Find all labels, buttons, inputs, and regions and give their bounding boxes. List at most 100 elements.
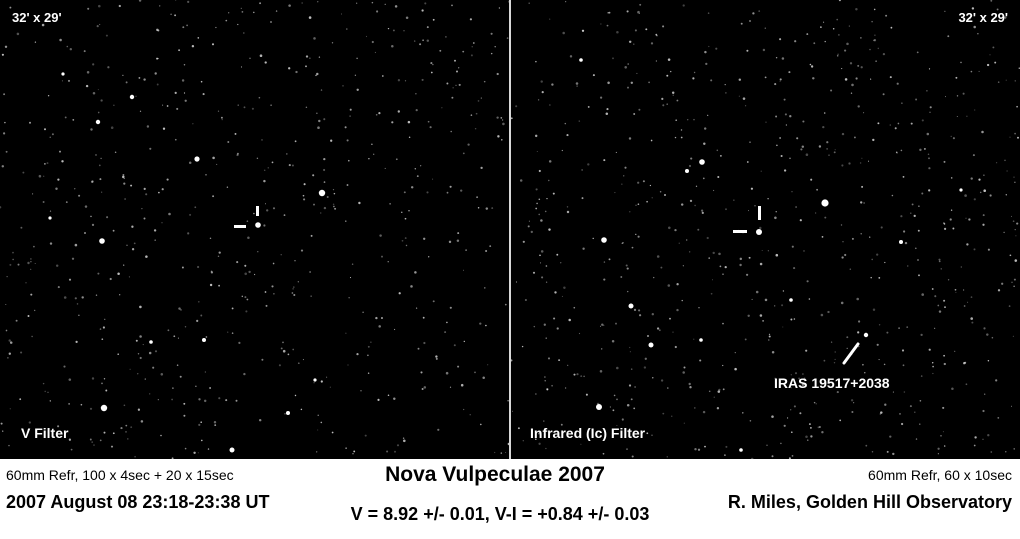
faint-star	[78, 194, 81, 197]
faint-star	[938, 260, 941, 263]
faint-star	[578, 120, 581, 122]
faint-star	[581, 197, 584, 200]
faint-star	[305, 55, 309, 58]
filter-label-right: Infrared (Ic) Filter	[530, 425, 646, 441]
faint-star	[8, 352, 11, 355]
faint-star	[799, 219, 802, 222]
faint-star	[91, 180, 94, 183]
faint-star	[432, 18, 435, 21]
faint-star	[863, 112, 865, 114]
faint-star	[836, 18, 838, 21]
faint-star	[783, 98, 786, 101]
faint-star	[139, 305, 142, 309]
bright-star	[648, 342, 654, 348]
faint-star	[112, 229, 115, 232]
bright-star	[739, 448, 743, 452]
faint-star	[823, 112, 826, 114]
faint-star	[351, 263, 354, 265]
faint-star	[629, 351, 631, 353]
faint-star	[564, 387, 567, 389]
faint-star	[480, 97, 482, 99]
faint-star	[669, 70, 672, 73]
faint-star	[131, 225, 134, 228]
faint-star	[212, 195, 215, 198]
bright-star	[899, 240, 903, 244]
faint-star	[938, 258, 941, 261]
faint-star	[841, 132, 845, 136]
faint-star	[725, 208, 727, 211]
faint-star	[293, 293, 296, 297]
faint-star	[782, 326, 784, 328]
faint-star	[997, 81, 1000, 83]
faint-star	[552, 192, 555, 195]
faint-star	[95, 294, 98, 296]
faint-star	[853, 402, 855, 404]
faint-star	[625, 264, 628, 267]
faint-star	[694, 407, 696, 409]
observer-credit: R. Miles, Golden Hill Observatory	[727, 492, 1012, 512]
faint-star	[767, 250, 769, 252]
bright-star	[313, 378, 317, 382]
faint-star	[806, 280, 809, 283]
faint-star	[146, 125, 150, 128]
faint-star	[750, 457, 754, 459]
faint-star	[524, 298, 527, 302]
faint-star	[834, 351, 836, 353]
faint-star	[694, 204, 696, 207]
faint-star	[853, 136, 856, 139]
faint-star	[790, 431, 793, 434]
faint-star	[170, 13, 172, 16]
faint-star	[203, 399, 207, 403]
faint-star	[884, 403, 887, 406]
faint-star	[426, 191, 429, 194]
faint-star	[878, 277, 881, 279]
faint-star	[877, 122, 880, 125]
faint-star	[430, 71, 433, 74]
faint-star	[0, 422, 3, 425]
faint-star	[253, 11, 255, 14]
field-of-view-label-left: 32' x 29'	[12, 10, 62, 25]
faint-star	[34, 41, 37, 43]
faint-star	[291, 164, 294, 167]
faint-star	[176, 364, 179, 366]
faint-star	[68, 438, 72, 441]
faint-star	[305, 106, 308, 109]
faint-star	[544, 210, 547, 213]
faint-star	[451, 96, 454, 99]
faint-star	[408, 136, 411, 138]
faint-star	[915, 98, 918, 101]
faint-star	[955, 291, 957, 293]
faint-star	[754, 205, 756, 207]
faint-star	[851, 83, 854, 87]
faint-star	[245, 310, 248, 313]
faint-star	[34, 262, 36, 265]
faint-star	[384, 167, 386, 169]
faint-star	[500, 117, 503, 119]
faint-star	[181, 79, 185, 82]
faint-star	[358, 201, 361, 205]
faint-star	[971, 7, 975, 10]
faint-star	[114, 151, 117, 153]
faint-star	[157, 399, 159, 401]
faint-star	[538, 213, 541, 216]
faint-star	[46, 162, 49, 165]
faint-star	[119, 294, 121, 296]
faint-star	[44, 390, 46, 393]
nova-marker-horizontal-left	[234, 225, 246, 228]
faint-star	[966, 115, 968, 118]
faint-star	[774, 83, 777, 86]
faint-star	[34, 309, 36, 312]
faint-star	[562, 31, 565, 35]
faint-star	[302, 194, 305, 197]
faint-star	[874, 34, 876, 36]
faint-star	[895, 151, 898, 154]
faint-star	[183, 402, 186, 405]
faint-star	[511, 117, 513, 120]
faint-star	[31, 335, 33, 338]
faint-star	[360, 390, 362, 392]
faint-star	[832, 27, 835, 30]
faint-star	[244, 296, 247, 299]
faint-star	[779, 78, 782, 81]
faint-star	[294, 394, 297, 397]
faint-star	[460, 383, 464, 387]
